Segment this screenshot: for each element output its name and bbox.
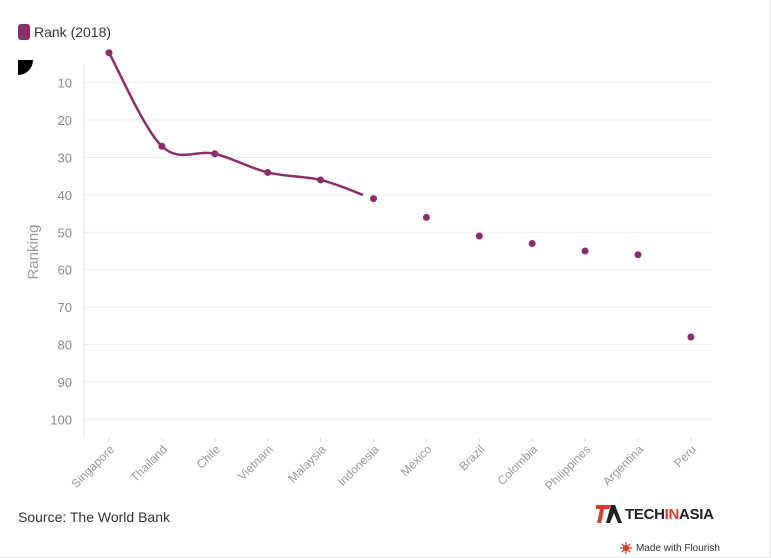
data-point[interactable]: [687, 333, 695, 341]
x-tick-label: Philippines: [542, 442, 593, 493]
flourish-label: Made with Flourish: [636, 542, 720, 554]
y-tick-label: 80: [58, 338, 72, 353]
techinasia-logo[interactable]: TECHINASIA: [596, 503, 714, 525]
legend[interactable]: Rank (2018): [18, 24, 111, 40]
data-point[interactable]: [317, 176, 325, 184]
data-point[interactable]: [422, 213, 430, 221]
data-point[interactable]: [581, 247, 589, 255]
y-tick-label: 50: [58, 225, 72, 240]
x-tick-label: Chile: [194, 442, 223, 471]
y-axis-label: Ranking: [25, 224, 42, 279]
x-tick-label: Peru: [671, 442, 699, 470]
x-tick-label: Brazil: [456, 442, 487, 473]
x-tick-label: Mexico: [398, 442, 435, 479]
series-line: [107, 52, 364, 197]
x-tick-label: Argentina: [600, 442, 646, 488]
y-tick-label: 70: [58, 300, 72, 315]
x-tick-label: Thailand: [128, 442, 170, 484]
source-note: Source: The World Bank: [18, 509, 171, 525]
data-point[interactable]: [105, 49, 113, 57]
made-with-flourish[interactable]: Made with Flourish: [620, 542, 720, 554]
x-tick-label: Indonesia: [335, 442, 382, 489]
data-point[interactable]: [634, 251, 642, 259]
x-tick-label: Colombia: [495, 442, 541, 488]
y-tick-label: 90: [58, 375, 72, 390]
y-tick-label: 30: [58, 151, 72, 166]
brand-text: TECHINASIA: [625, 505, 714, 523]
data-point[interactable]: [211, 150, 219, 158]
legend-label: Rank (2018): [34, 24, 112, 40]
y-tick-label: 60: [58, 263, 72, 278]
y-tick-label: 20: [58, 113, 72, 128]
data-point[interactable]: [475, 232, 483, 240]
y-tick-label: 100: [50, 412, 72, 427]
legend-swatch: [18, 24, 30, 40]
data-point[interactable]: [370, 195, 377, 203]
x-tick-label: Malaysia: [285, 442, 329, 486]
y-tick-label: 10: [58, 76, 72, 91]
flourish-icon: [620, 542, 632, 554]
data-point[interactable]: [158, 142, 166, 150]
techinasia-logo-icon: [596, 505, 622, 523]
y-tick-label: 40: [58, 188, 72, 203]
data-point[interactable]: [528, 240, 536, 248]
x-tick-label: Vietnam: [235, 442, 276, 483]
data-point[interactable]: [264, 168, 272, 176]
x-tick-label: Singapore: [69, 442, 118, 491]
